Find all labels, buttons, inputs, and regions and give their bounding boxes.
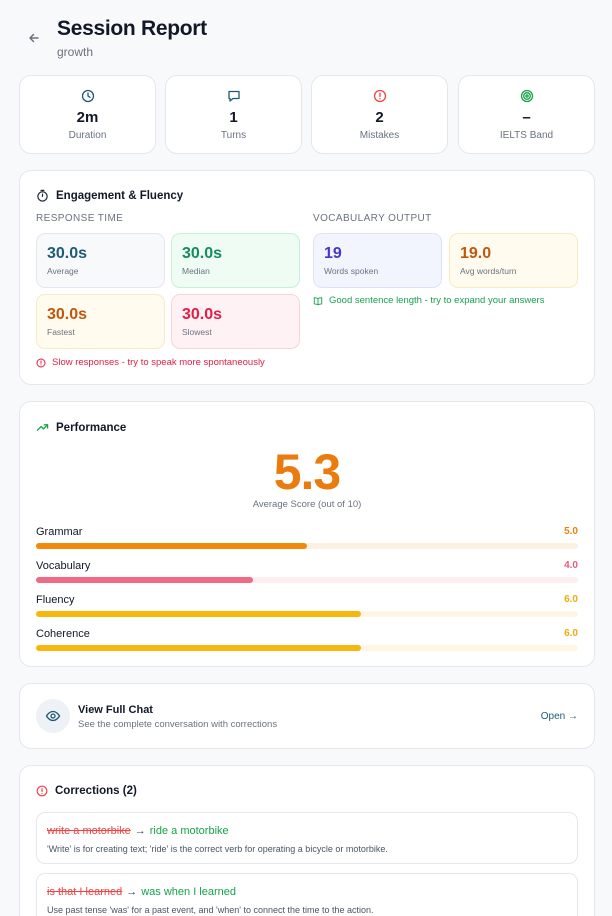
stat-label: Duration xyxy=(68,130,107,141)
engagement-card: Engagement & Fluency RESPONSE TIME VOCAB… xyxy=(19,170,595,385)
score-bar-label: Grammar xyxy=(36,526,83,538)
view-full-chat-card[interactable]: View Full Chat See the complete conversa… xyxy=(19,683,595,749)
page-subtitle: growth xyxy=(57,45,94,59)
score-bar-fill xyxy=(36,645,362,651)
score-bar-fill xyxy=(36,543,307,549)
corrections-title: Corrections (2) xyxy=(36,785,137,797)
stat-label: IELTS Band xyxy=(499,130,554,141)
stat-value: 2m xyxy=(76,109,99,126)
average-score-label: Average Score (out of 10) xyxy=(252,499,362,510)
corrections-card: Corrections (2) write a motorbike → ride a… xyxy=(19,765,595,916)
stat-label: Turns xyxy=(220,130,247,141)
metric-slowest: 30.0s Slowest xyxy=(171,294,300,349)
score-bar-grammar: Grammar 5.0 xyxy=(36,526,578,552)
metric-label: Words spoken xyxy=(324,266,379,276)
score-bar-track xyxy=(36,645,578,651)
correction-explanation: Use past tense 'was' for a past event, a… xyxy=(47,905,374,915)
score-bar-track xyxy=(36,611,578,617)
stat-card-ielts-band: – IELTS Band xyxy=(458,75,595,154)
stat-value: 2 xyxy=(375,109,384,126)
metric-value: 30.0s xyxy=(47,306,88,323)
correction-arrow: → xyxy=(134,825,146,837)
metric-label: Median xyxy=(182,266,210,276)
metric-median: 30.0s Median xyxy=(171,233,300,288)
stat-card-turns: 1 Turns xyxy=(165,75,302,154)
score-bar-fluency: Fluency 6.0 xyxy=(36,594,578,620)
open-chat-link[interactable]: Open → xyxy=(540,711,578,722)
score-bar-track xyxy=(36,543,578,549)
score-bar-track xyxy=(36,577,578,583)
engagement-title: Engagement & Fluency xyxy=(36,189,183,202)
corrections-title-text: Corrections (2) xyxy=(55,785,137,797)
correction-right: was when I learned xyxy=(141,886,236,898)
score-bar-value: 5.0 xyxy=(564,526,578,537)
clock-icon xyxy=(81,89,94,103)
correction-arrow: → xyxy=(126,886,138,898)
alert-circle-icon xyxy=(373,89,386,103)
correction-explanation: 'Write' is for creating text; 'ride' is … xyxy=(47,844,388,854)
metric-value: 19 xyxy=(324,245,342,262)
metric-label: Average xyxy=(47,266,79,276)
page-header: Session Report growth xyxy=(0,0,612,70)
metric-value: 30.0s xyxy=(182,245,223,262)
metric-words-spoken: 19 Words spoken xyxy=(313,233,442,288)
response-note: Slow responses - try to speak more spont… xyxy=(36,357,265,368)
stat-value: 1 xyxy=(229,109,238,126)
view-full-chat-title: View Full Chat xyxy=(78,704,153,716)
back-arrow-icon[interactable] xyxy=(26,30,42,46)
vocab-note-text: Good sentence length - try to expand you… xyxy=(329,295,545,306)
score-bar-value: 6.0 xyxy=(564,594,578,605)
stat-card-mistakes: 2 Mistakes xyxy=(311,75,448,154)
stat-label: Mistakes xyxy=(359,130,400,141)
metric-value: 30.0s xyxy=(47,245,88,262)
alert-circle-icon xyxy=(36,785,48,797)
metric-avg-words-turn: 19.0 Avg words/turn xyxy=(449,233,578,288)
book-icon xyxy=(313,296,323,305)
metric-label: Slowest xyxy=(182,327,212,337)
metric-average: 30.0s Average xyxy=(36,233,165,288)
correction-item: is that I learned → was when I learned Use… xyxy=(36,873,578,916)
vocabulary-output-label: VOCABULARY OUTPUT xyxy=(313,213,432,224)
trending-up-icon xyxy=(36,424,49,431)
engagement-title-text: Engagement & Fluency xyxy=(56,189,184,202)
score-bar-value: 4.0 xyxy=(564,560,578,571)
alert-circle-icon xyxy=(36,357,46,368)
correction-right: ride a motorbike xyxy=(149,825,229,837)
page-title: Session Report xyxy=(57,17,207,40)
performance-title-text: Performance xyxy=(56,421,127,434)
response-note-text: Slow responses - try to speak more spont… xyxy=(52,357,265,368)
score-bar-fill xyxy=(36,611,362,617)
metric-fastest: 30.0s Fastest xyxy=(36,294,165,349)
eye-icon xyxy=(45,710,61,722)
score-bar-label: Coherence xyxy=(36,628,90,640)
score-bar-label: Fluency xyxy=(36,594,75,606)
score-bar-fill xyxy=(36,577,253,583)
vocab-note: Good sentence length - try to expand you… xyxy=(313,295,544,306)
metric-label: Fastest xyxy=(47,327,75,337)
performance-card: Performance 5.3 Average Score (out of 10… xyxy=(19,401,595,667)
metric-value: 19.0 xyxy=(460,245,492,262)
correction-item: write a motorbike → ride a motorbike 'Writ… xyxy=(36,812,578,864)
stat-card-duration: 2m Duration xyxy=(19,75,156,154)
response-time-label: RESPONSE TIME xyxy=(36,213,124,224)
view-full-chat-subtitle: See the complete conversation with corre… xyxy=(78,719,278,730)
chat-bubble-icon xyxy=(227,90,240,102)
performance-title: Performance xyxy=(36,421,126,434)
stat-value: – xyxy=(522,109,531,126)
metric-value: 30.0s xyxy=(182,306,223,323)
score-bar-coherence: Coherence 6.0 xyxy=(36,628,578,654)
target-icon xyxy=(520,89,533,103)
score-bar-label: Vocabulary xyxy=(36,560,91,572)
average-score: 5.3 xyxy=(273,444,342,500)
stopwatch-icon xyxy=(37,189,48,202)
correction-wrong: is that I learned xyxy=(47,886,123,898)
metric-label: Avg words/turn xyxy=(460,266,517,276)
score-bar-vocabulary: Vocabulary 4.0 xyxy=(36,560,578,586)
score-bar-value: 6.0 xyxy=(564,628,578,639)
chat-icon-circle xyxy=(36,699,70,733)
correction-wrong: write a motorbike xyxy=(47,825,131,837)
